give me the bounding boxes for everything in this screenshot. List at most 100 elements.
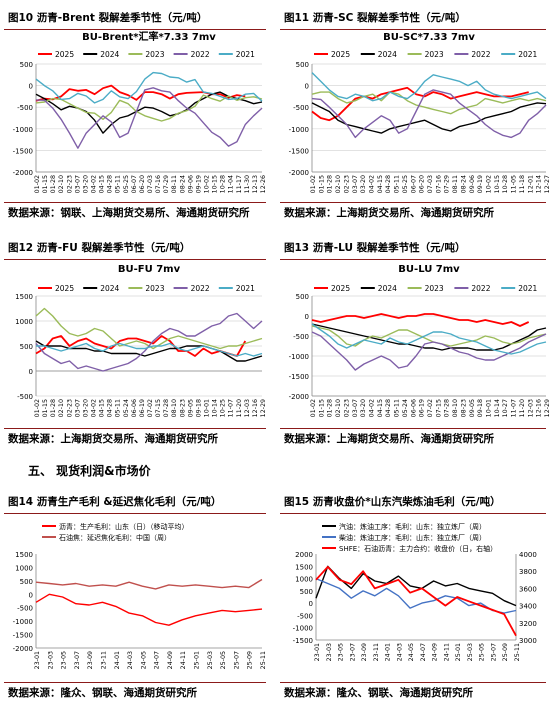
fig15-xtick-label: 25-07 xyxy=(490,643,497,661)
fig10-source-rule xyxy=(4,202,266,203)
fig10-xtick-label: 09-06 xyxy=(187,175,194,193)
fig14-series-石油焦：延迟焦化毛利：中国（周）-line xyxy=(35,578,263,590)
fig12-ytick-label: 1000 xyxy=(15,318,33,326)
fig13-xtick-label: 04-02 xyxy=(369,399,376,417)
fig12-xtick-label: 09-18 xyxy=(195,399,202,417)
fig10-xtick-label: 01-02 xyxy=(34,175,41,193)
fig12-series-2025-line xyxy=(35,335,247,357)
fig15-xtick-label: 23-05 xyxy=(338,643,345,661)
fig14-xtick-label: 23-09 xyxy=(87,651,94,669)
fig14-ytick-label: -2000 xyxy=(13,645,33,653)
fig13-xtick-label: 02-23 xyxy=(343,399,350,417)
fig10-xtick-label: 05-25 xyxy=(123,175,130,193)
fig15-legend-label: 汽油：炼油工序：毛利：山东：独立炼厂（周） xyxy=(339,522,486,531)
fig12-xtick-label: 06-06 xyxy=(131,399,138,417)
fig14-legend-label: 沥青：生产毛利：山东（日）（移动平均） xyxy=(59,522,189,531)
fig12-xtick-label: 08-10 xyxy=(171,399,178,417)
fig11-title: 图11 沥青-SC 裂解差季节性（元/吨） xyxy=(284,12,466,24)
fig10-xtick-label: 12-13 xyxy=(252,175,259,193)
fig12-xtick-label: 01-28 xyxy=(50,399,57,417)
fig11-legend-label: 2022 xyxy=(471,50,490,59)
fig11-xtick-label: 01-02 xyxy=(310,175,317,193)
fig12-title-rule xyxy=(4,259,266,260)
fig11-legend-label: 2025 xyxy=(331,50,350,59)
fig14-xtick-label: 24-07 xyxy=(154,651,161,669)
fig13-xtick-label: 07-15 xyxy=(435,399,442,417)
fig11-xtick-label: 05-11 xyxy=(394,175,401,193)
fig15-ytick-label: -1000 xyxy=(293,625,313,633)
fig11-ytick-label: -1500 xyxy=(289,147,309,155)
fig13-xtick-label: 04-15 xyxy=(377,399,384,417)
fig11-series-2025-line xyxy=(311,86,529,122)
fig11-xtick-label: 11-18 xyxy=(519,175,526,193)
fig12-xtick-label: 02-23 xyxy=(66,399,73,417)
fig13-xtick-label: 05-11 xyxy=(394,399,401,417)
fig15-xtick-label: 24-01 xyxy=(385,643,392,661)
fig10-legend-label: 2023 xyxy=(145,50,164,59)
fig10-xtick-label: 06-20 xyxy=(139,175,146,193)
fig13-xtick-label: 03-20 xyxy=(360,399,367,417)
fig14-xtick-label: 23-11 xyxy=(100,651,107,669)
fig11-xtick-label: 01-28 xyxy=(327,175,334,193)
fig10-chart-title: BU-Brent*汇率*7.33 7mv xyxy=(82,30,216,43)
fig14-ytick-label: 1000 xyxy=(15,564,33,572)
fig10-xtick-label: 11-17 xyxy=(236,175,243,193)
section-heading: 五、 现货利润&市场价 xyxy=(28,464,151,478)
fig10-xtick-label: 05-11 xyxy=(115,175,122,193)
fig13-legend-label: 2024 xyxy=(378,284,397,293)
fig11-series-2022-line xyxy=(311,89,547,139)
fig14-xtick-label: 25-05 xyxy=(220,651,227,669)
fig11-xtick-label: 03-07 xyxy=(352,175,359,193)
fig10-chart: BU-Brent*汇率*7.33 7mv -2000 -1500 -1000 -500 0… xyxy=(13,30,267,193)
fig12-ytick-label: 1500 xyxy=(15,293,33,301)
fig14-ytick-label: 0 xyxy=(29,591,33,599)
fig10-xtick-label: 07-03 xyxy=(147,175,154,193)
fig10-xtick-label: 11-30 xyxy=(244,175,251,193)
fig10-xtick-label: 11-04 xyxy=(228,175,235,193)
fig15-ytick-label: 1500 xyxy=(295,563,313,571)
fig13-xtick-label: 07-28 xyxy=(444,399,451,417)
fig10-xtick-label: 10-02 xyxy=(204,175,211,193)
fig13-series-2021-line xyxy=(311,323,547,355)
fig13-series-2025-line xyxy=(311,313,530,327)
fig15-xtick-label: 23-03 xyxy=(326,643,333,661)
fig11-xtick-label: 07-03 xyxy=(427,175,434,193)
fig13-ytick-label: 0 xyxy=(305,313,309,321)
fig15-xtick-label: 23-11 xyxy=(373,643,380,661)
fig11-xtick-label: 12-27 xyxy=(544,175,550,193)
fig13-xtick-label: 02-10 xyxy=(335,399,342,417)
fig11-xtick-label: 06-20 xyxy=(419,175,426,193)
fig13-xtick-label: 01-28 xyxy=(327,399,334,417)
fig14-ytick-label: -1000 xyxy=(13,618,33,626)
fig13-chart-title: BU-LU 7mv xyxy=(398,264,460,275)
fig11-xtick-label: 06-07 xyxy=(410,175,417,193)
fig14-chart: -2000 -1500 -1000 -500 0 500 1000 1500 23-01 23-0… xyxy=(13,522,267,669)
fig14-xtick-label: 25-11 xyxy=(260,651,267,669)
fig13-legend-label: 2023 xyxy=(425,284,444,293)
fig12-xtick-label: 04-15 xyxy=(99,399,106,417)
fig12-title: 图12 沥青-FU 裂解差季节性（元/吨） xyxy=(8,242,191,254)
fig15-xtick-label: 25-03 xyxy=(467,643,474,661)
fig11-xtick-label: 12-14 xyxy=(536,175,543,193)
fig10-xtick-label: 03-07 xyxy=(74,175,81,193)
fig10-source: 数据来源：钢联、上海期货交易所、海通期货研究所 xyxy=(8,207,250,219)
fig13-xtick-label: 10-01 xyxy=(486,399,493,417)
fig14-ytick-label: 1500 xyxy=(15,551,33,559)
fig13-xtick-label: 09-18 xyxy=(477,399,484,417)
fig10-xtick-label: 07-29 xyxy=(163,175,170,193)
fig15-legend-label: 柴油：炼油工序：毛利：山东：独立炼厂（周） xyxy=(339,533,486,542)
fig10-xtick-label: 10-28 xyxy=(220,175,227,193)
fig15-xtick-label: 24-03 xyxy=(396,643,403,661)
fig15-source-rule xyxy=(280,682,546,683)
fig15-series-柴油：炼油工序：毛利：山东：独立炼厂（周）-line xyxy=(315,577,517,614)
fig13-xtick-label: 01-02 xyxy=(310,399,317,417)
fig13-xtick-label: 12-16 xyxy=(536,399,543,417)
fig11-legend-label: 2024 xyxy=(378,50,397,59)
fig11-series-2024-line xyxy=(311,102,547,134)
fig14-xtick-label: 23-07 xyxy=(74,651,81,669)
fig10-legend-label: 2024 xyxy=(100,50,119,59)
fig12-xtick-label: 02-10 xyxy=(58,399,65,417)
fig11-ytick-label: -500 xyxy=(293,104,309,112)
fig11-xtick-label: 10-15 xyxy=(494,175,501,193)
fig11-chart-title: BU-SC*7.33 7mv xyxy=(383,32,475,43)
